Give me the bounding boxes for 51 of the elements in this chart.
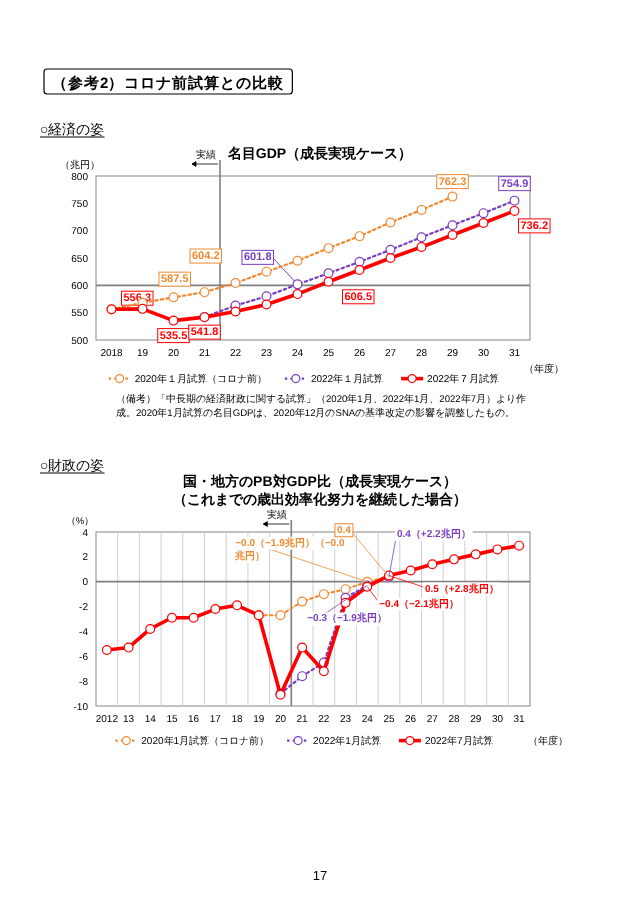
point [416,242,427,253]
point [514,540,525,551]
point [385,217,396,228]
point [447,230,458,241]
point [275,610,286,621]
point [323,276,334,287]
point [449,554,460,565]
point [199,287,210,298]
point [168,315,179,326]
point [416,232,427,243]
point [292,289,303,300]
point [447,220,458,231]
point [385,244,396,255]
point [101,645,112,656]
point [292,255,303,266]
point [509,195,520,206]
point [354,265,365,276]
point [340,584,351,595]
point [405,565,416,576]
point [232,600,243,611]
point [123,642,134,653]
point [261,266,272,277]
point [261,291,272,302]
point [509,205,520,216]
point [385,253,396,263]
point [447,191,458,202]
point [168,292,179,303]
point [230,278,241,289]
point [145,623,156,634]
point [318,589,329,600]
point [416,204,427,215]
point [210,604,221,615]
point [323,243,334,254]
point [230,306,241,317]
point [427,559,438,570]
point [478,218,489,229]
point [354,231,365,242]
point [318,666,329,677]
point [166,612,177,623]
point [297,642,308,653]
point [188,612,199,623]
point [492,544,503,555]
point [261,299,272,310]
point [354,256,365,267]
point [292,279,303,290]
point [323,268,334,279]
point [478,208,489,219]
point [297,596,308,607]
point [137,303,148,314]
point [297,671,308,682]
point [470,549,481,560]
